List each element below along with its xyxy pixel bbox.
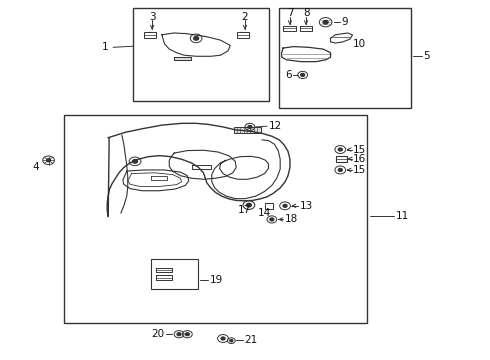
- Text: 14: 14: [258, 208, 271, 218]
- Bar: [64, 116, 367, 323]
- Bar: [151, 259, 197, 289]
- Circle shape: [283, 204, 287, 207]
- Text: 9: 9: [342, 17, 348, 27]
- Text: 8: 8: [303, 8, 309, 18]
- Text: 5: 5: [423, 51, 430, 61]
- Text: 18: 18: [285, 215, 298, 224]
- Text: 4: 4: [32, 162, 39, 172]
- Text: 11: 11: [395, 211, 409, 221]
- Text: 10: 10: [352, 39, 366, 49]
- Text: 16: 16: [353, 154, 366, 164]
- Bar: [279, 8, 411, 108]
- Circle shape: [270, 218, 274, 221]
- Circle shape: [301, 73, 305, 76]
- Text: 13: 13: [300, 201, 313, 211]
- Circle shape: [246, 203, 251, 207]
- Text: 19: 19: [210, 275, 223, 285]
- Circle shape: [47, 159, 50, 162]
- Text: 15: 15: [353, 144, 366, 154]
- Circle shape: [323, 21, 328, 24]
- Text: 2: 2: [242, 12, 248, 22]
- Text: 7: 7: [287, 8, 293, 18]
- Bar: [234, 127, 261, 134]
- Text: 3: 3: [149, 12, 155, 22]
- Text: 1: 1: [101, 42, 108, 52]
- Text: 21: 21: [244, 334, 257, 345]
- Circle shape: [248, 126, 252, 129]
- Text: 6: 6: [285, 70, 292, 80]
- Circle shape: [185, 333, 189, 336]
- Text: 15: 15: [353, 165, 366, 175]
- Circle shape: [338, 148, 342, 151]
- Circle shape: [194, 37, 198, 40]
- Circle shape: [133, 159, 138, 163]
- Bar: [133, 8, 270, 101]
- Text: 12: 12: [269, 121, 282, 131]
- Circle shape: [177, 333, 181, 336]
- Circle shape: [221, 337, 225, 340]
- Text: 20: 20: [151, 329, 164, 339]
- Circle shape: [230, 339, 233, 342]
- Polygon shape: [174, 57, 191, 59]
- Text: 17: 17: [237, 206, 251, 216]
- Circle shape: [338, 168, 342, 171]
